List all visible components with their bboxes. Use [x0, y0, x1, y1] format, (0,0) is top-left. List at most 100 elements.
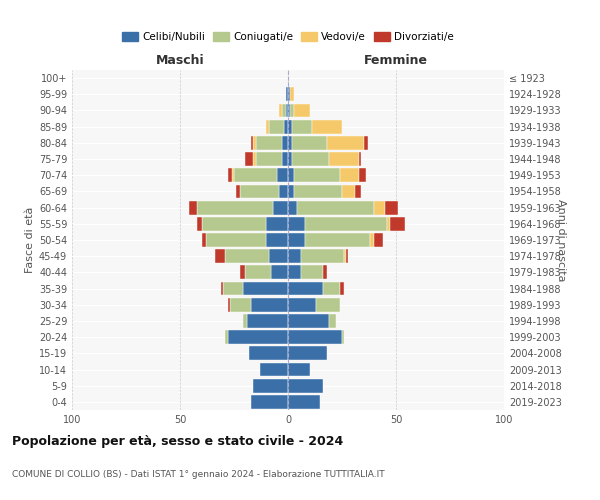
Bar [227, 168, 232, 182]
Bar [342, 184, 355, 198]
Bar [253, 136, 256, 149]
Bar [344, 250, 346, 263]
Bar [266, 233, 288, 247]
Bar [202, 233, 206, 247]
Bar [355, 184, 361, 198]
Bar [253, 379, 288, 392]
Bar [206, 233, 266, 247]
Bar [256, 136, 281, 149]
Bar [359, 152, 361, 166]
Bar [312, 120, 342, 134]
Bar [288, 346, 327, 360]
Bar [388, 217, 389, 230]
Bar [327, 136, 364, 149]
Text: Maschi: Maschi [155, 54, 205, 67]
Bar [323, 282, 340, 296]
Bar [342, 330, 344, 344]
Bar [292, 120, 312, 134]
Bar [316, 298, 340, 312]
Bar [226, 330, 227, 344]
Bar [288, 266, 301, 280]
Bar [221, 282, 223, 296]
Bar [288, 136, 292, 149]
Bar [281, 104, 286, 118]
Bar [273, 200, 288, 214]
Bar [251, 298, 288, 312]
Bar [260, 362, 288, 376]
Bar [288, 298, 316, 312]
Bar [295, 104, 310, 118]
Bar [236, 184, 241, 198]
Bar [188, 200, 197, 214]
Bar [230, 298, 251, 312]
Bar [389, 217, 404, 230]
Bar [290, 104, 295, 118]
Bar [305, 233, 370, 247]
Bar [253, 152, 256, 166]
Bar [286, 104, 288, 118]
Bar [269, 120, 284, 134]
Bar [241, 266, 245, 280]
Bar [359, 168, 366, 182]
Bar [241, 184, 280, 198]
Bar [251, 136, 253, 149]
Bar [288, 184, 295, 198]
Bar [288, 168, 295, 182]
Bar [280, 104, 281, 118]
Bar [197, 217, 202, 230]
Bar [249, 346, 288, 360]
Bar [245, 266, 271, 280]
Bar [288, 330, 342, 344]
Bar [346, 250, 349, 263]
Bar [223, 282, 242, 296]
Bar [288, 152, 292, 166]
Bar [288, 200, 296, 214]
Bar [295, 168, 340, 182]
Bar [288, 88, 290, 101]
Text: Popolazione per età, sesso e stato civile - 2024: Popolazione per età, sesso e stato civil… [12, 435, 343, 448]
Bar [242, 282, 288, 296]
Bar [288, 217, 305, 230]
Bar [288, 314, 329, 328]
Bar [364, 136, 368, 149]
Bar [226, 250, 269, 263]
Y-axis label: Fasce di età: Fasce di età [25, 207, 35, 273]
Bar [197, 200, 273, 214]
Bar [284, 120, 288, 134]
Bar [202, 217, 266, 230]
Bar [215, 250, 226, 263]
Bar [340, 168, 359, 182]
Bar [232, 168, 234, 182]
Bar [256, 152, 281, 166]
Bar [385, 200, 398, 214]
Bar [281, 136, 288, 149]
Bar [234, 168, 277, 182]
Bar [290, 88, 295, 101]
Bar [374, 233, 383, 247]
Bar [323, 266, 327, 280]
Bar [340, 282, 344, 296]
Bar [329, 152, 359, 166]
Text: COMUNE DI COLLIO (BS) - Dati ISTAT 1° gennaio 2024 - Elaborazione TUTTITALIA.IT: COMUNE DI COLLIO (BS) - Dati ISTAT 1° ge… [12, 470, 385, 479]
Bar [266, 217, 288, 230]
Bar [288, 104, 290, 118]
Bar [277, 168, 288, 182]
Bar [292, 152, 329, 166]
Legend: Celibi/Nubili, Coniugati/e, Vedovi/e, Divorziati/e: Celibi/Nubili, Coniugati/e, Vedovi/e, Di… [118, 28, 458, 46]
Bar [301, 266, 323, 280]
Y-axis label: Anni di nascita: Anni di nascita [556, 198, 566, 281]
Bar [271, 266, 288, 280]
Bar [227, 330, 288, 344]
Bar [242, 314, 247, 328]
Bar [281, 152, 288, 166]
Bar [329, 314, 335, 328]
Bar [280, 184, 288, 198]
Bar [286, 88, 288, 101]
Bar [266, 120, 269, 134]
Bar [288, 233, 305, 247]
Bar [301, 250, 344, 263]
Bar [374, 200, 385, 214]
Bar [251, 395, 288, 409]
Bar [288, 120, 292, 134]
Bar [288, 379, 323, 392]
